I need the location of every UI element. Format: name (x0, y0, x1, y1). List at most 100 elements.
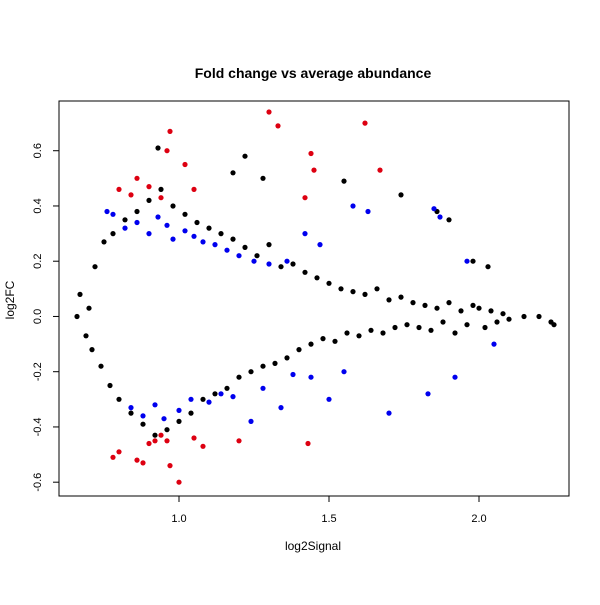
data-point (437, 214, 443, 220)
data-point (77, 291, 83, 297)
data-point (350, 289, 356, 295)
data-point (470, 302, 476, 308)
data-point (152, 432, 158, 438)
y-tick-label: -0.6 (32, 473, 44, 492)
data-point (242, 153, 248, 159)
data-point (116, 186, 122, 192)
data-point (158, 195, 164, 201)
data-point (206, 225, 212, 231)
data-point (176, 418, 182, 424)
data-point (146, 184, 152, 190)
data-point (470, 258, 476, 264)
data-point (83, 333, 89, 339)
data-point (314, 275, 320, 281)
data-point (110, 211, 116, 217)
data-point (305, 440, 311, 447)
data-point (506, 316, 512, 322)
series-0 (74, 145, 557, 438)
y-tick-label: -0.4 (32, 417, 44, 436)
data-point (320, 336, 326, 342)
series-1 (104, 203, 497, 424)
x-tick-label: 2.0 (471, 513, 486, 525)
y-tick-label: -0.2 (32, 362, 44, 381)
data-point (140, 413, 146, 419)
data-point (404, 322, 410, 328)
data-point (200, 443, 206, 449)
data-point (488, 308, 494, 314)
data-point (551, 322, 557, 328)
data-point (275, 123, 281, 129)
data-point (260, 363, 266, 369)
x-axis: 1.0 1.5 2.0 (171, 496, 487, 525)
data-point (326, 396, 332, 402)
data-point (242, 244, 248, 250)
data-point (341, 369, 347, 375)
data-point (434, 305, 440, 311)
data-point (152, 438, 158, 444)
data-point (425, 391, 431, 397)
data-point (236, 374, 242, 380)
data-point (362, 120, 368, 126)
data-point (410, 300, 416, 306)
data-point (521, 313, 527, 320)
data-point (362, 291, 368, 297)
data-point (155, 214, 161, 220)
data-point (266, 242, 272, 248)
data-point (155, 145, 161, 151)
data-point (164, 222, 170, 228)
data-point (218, 391, 224, 397)
data-point (500, 311, 506, 317)
data-point (278, 405, 284, 411)
data-point (536, 313, 542, 320)
data-point (176, 479, 182, 485)
data-point (464, 258, 470, 264)
data-point (74, 313, 80, 320)
data-point (248, 418, 254, 424)
data-point (191, 435, 197, 441)
data-point (191, 186, 197, 192)
data-point (170, 236, 176, 242)
data-point (260, 175, 266, 181)
data-point (386, 410, 392, 416)
y-tick-label: 0.2 (32, 254, 44, 269)
data-point (398, 192, 404, 198)
data-point (251, 258, 257, 264)
data-point (161, 416, 167, 422)
data-point (377, 167, 383, 173)
data-point (302, 269, 308, 275)
data-point (212, 242, 218, 248)
data-point (365, 208, 371, 215)
data-point (122, 225, 128, 231)
data-point (230, 394, 236, 400)
data-point (338, 286, 344, 292)
data-point (230, 236, 236, 242)
data-point (89, 347, 95, 353)
data-point (278, 264, 284, 270)
data-point (494, 319, 500, 325)
data-point (284, 355, 290, 361)
data-point (374, 286, 380, 292)
data-point (398, 294, 404, 300)
y-tick-label: 0.6 (32, 143, 44, 158)
data-point (218, 231, 224, 237)
data-point (212, 391, 218, 397)
data-point (446, 217, 452, 223)
x-tick-label: 1.5 (321, 513, 336, 525)
data-point (101, 239, 107, 245)
data-point (116, 449, 122, 455)
data-point (416, 324, 422, 331)
data-point (200, 239, 206, 245)
data-point (194, 219, 200, 226)
data-point (386, 297, 392, 303)
data-point (302, 195, 308, 201)
data-point (236, 253, 242, 259)
x-axis-label: log2Signal (285, 539, 341, 553)
data-point (146, 231, 152, 237)
data-point (188, 410, 194, 416)
data-point (476, 305, 482, 311)
plot-border (58, 100, 570, 497)
data-point (122, 217, 128, 223)
data-point (107, 382, 113, 389)
